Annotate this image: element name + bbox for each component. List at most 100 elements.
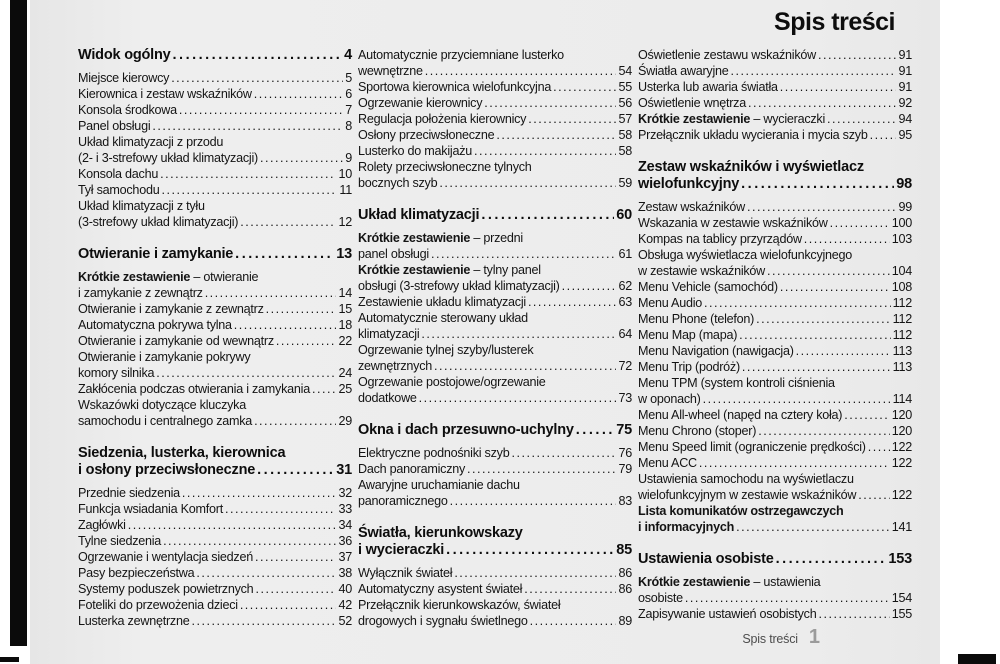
toc-entry-text: Krótkie zestawienie – wycieraczki bbox=[638, 112, 826, 126]
toc-entry-text: Ogrzewanie tylnej szyby/lusterek bbox=[358, 343, 534, 357]
toc-entry-text: Lista komunikatów ostrzegawczych bbox=[638, 504, 844, 518]
toc-entry-text: Osłony przeciwsłoneczne bbox=[358, 128, 495, 142]
scan-artifact-bottom-left bbox=[0, 657, 19, 662]
dot-leader bbox=[163, 533, 336, 549]
dot-leader bbox=[776, 551, 887, 568]
dot-leader bbox=[731, 63, 897, 79]
toc-entry-text: (3-strefowy układ klimatyzacji) bbox=[78, 215, 239, 229]
dot-leader bbox=[747, 199, 896, 215]
dot-leader bbox=[467, 461, 616, 477]
toc-entry: Automatyczna pokrywa tylna 18 bbox=[78, 317, 352, 333]
toc-entry: Automatycznie przyciemniane lusterko wewn… bbox=[358, 47, 632, 79]
toc-entry: Zapisywanie ustawień osobistych 155 bbox=[638, 606, 912, 622]
toc-entry-text: Tylne siedzenia bbox=[78, 534, 162, 548]
dot-leader bbox=[796, 343, 891, 359]
page-number: 60 bbox=[616, 207, 632, 223]
toc-entry-text: (2- i 3-strefowy układ klimatyzacji) bbox=[78, 151, 258, 165]
toc-entry: Krótkie zestawienie – ustawienia osobiste… bbox=[638, 574, 912, 606]
toc-entry: Menu Trip (podróż) 113 bbox=[638, 359, 912, 375]
toc-entry-text: Lusterka zewnętrzne bbox=[78, 614, 190, 628]
toc-entry: Menu TPM (system kontroli ciśnienia w opo… bbox=[638, 375, 912, 407]
page-number: 112 bbox=[892, 312, 913, 326]
toc-entry: Zestaw wskaźników 99 bbox=[638, 199, 912, 215]
toc-entry: Menu Phone (telefon) 112 bbox=[638, 311, 912, 327]
toc-entry-text: Menu ACC bbox=[638, 456, 697, 470]
toc-entry: Światła awaryjne 91 bbox=[638, 63, 912, 79]
dot-leader bbox=[511, 445, 616, 461]
toc-entry: Systemy poduszek powietrznych 40 bbox=[78, 581, 352, 597]
toc-entry-text: Usterka lub awaria światła bbox=[638, 80, 778, 94]
page-number: 25 bbox=[338, 382, 352, 396]
dot-leader bbox=[484, 95, 616, 111]
toc-entry-text: Regulacja położenia kierownicy bbox=[358, 112, 527, 126]
toc-entry: Miejsce kierowcy 5 bbox=[78, 70, 352, 86]
toc-entry-text: Konsola dachu bbox=[78, 167, 159, 181]
page-number: 64 bbox=[618, 327, 632, 341]
dot-leader bbox=[431, 246, 617, 262]
scan-artifact-bottom-right bbox=[958, 654, 996, 664]
page-number: 108 bbox=[891, 280, 913, 294]
toc-entry: Ogrzewanie tylnej szyby/lusterek zewnętrz… bbox=[358, 342, 632, 374]
page-number: 91 bbox=[898, 80, 912, 94]
toc-entry: Ogrzewanie postojowe/ogrzewanie dodatkowe… bbox=[358, 374, 632, 406]
toc-entry-text: Otwieranie i zamykanie z zewnątrz bbox=[78, 302, 264, 316]
dot-leader bbox=[255, 549, 337, 565]
dot-leader bbox=[741, 176, 894, 193]
toc-entry-text: Krótkie zestawienie – tylny panel bbox=[358, 263, 541, 277]
toc-entry-text: Otwieranie i zamykanie pokrywy bbox=[78, 350, 251, 364]
page-number: 7 bbox=[345, 103, 352, 117]
toc-entry: Ustawienia samochodu na wyświetlaczu wiel… bbox=[638, 471, 912, 503]
dot-leader bbox=[496, 127, 616, 143]
page-number: 98 bbox=[896, 176, 912, 192]
page-number: 55 bbox=[618, 80, 632, 94]
toc-entry: Usterka lub awaria światła 91 bbox=[638, 79, 912, 95]
page-number: 14 bbox=[338, 286, 352, 300]
toc-entry: Otwieranie i zamykanie z zewnątrz 15 bbox=[78, 301, 352, 317]
page-number: 15 bbox=[338, 302, 352, 316]
toc-entry-text: Światła awaryjne bbox=[638, 64, 729, 78]
toc-entry: Funkcja wsiadania Komfort 33 bbox=[78, 501, 352, 517]
toc-entry: Przełącznik kierunkowskazów, świateł drog… bbox=[358, 597, 632, 629]
page-number: 89 bbox=[618, 614, 632, 628]
dot-leader bbox=[234, 317, 337, 333]
toc-entry-text: samochodu i centralnego zamka bbox=[78, 414, 253, 428]
page-number: 94 bbox=[898, 112, 912, 126]
toc-column: Automatycznie przyciemniane lusterko wewn… bbox=[358, 47, 632, 629]
toc-entry-text: Ogrzewanie postojowe/ogrzewanie bbox=[358, 375, 546, 389]
page-number: 59 bbox=[618, 176, 632, 190]
dot-leader bbox=[156, 365, 336, 381]
page-number: 38 bbox=[338, 566, 352, 580]
dot-leader bbox=[454, 565, 616, 581]
toc-entry: Zakłócenia podczas otwierania i zamykani… bbox=[78, 381, 352, 397]
page-number: 6 bbox=[345, 87, 352, 101]
dot-leader bbox=[240, 214, 336, 230]
page-number: 83 bbox=[618, 494, 632, 508]
toc-entry-text: wewnętrzne bbox=[358, 64, 423, 78]
toc-section-heading: Zestaw wskaźników i wyświetlacz wielofunk… bbox=[638, 159, 912, 193]
toc-entry-text: klimatyzacji bbox=[358, 327, 420, 341]
toc-entry-text: Układ klimatyzacji bbox=[358, 207, 480, 223]
toc-entry-text: Widok ogólny bbox=[78, 47, 171, 63]
dot-leader bbox=[528, 294, 617, 310]
toc-entry-text: Układ klimatyzacji z tyłu bbox=[78, 199, 205, 213]
dot-leader bbox=[152, 118, 343, 134]
toc-entry-text: Menu TPM (system kontroli ciśnienia bbox=[638, 376, 835, 390]
page-number: 86 bbox=[618, 582, 632, 596]
toc-entry: Tylne siedzenia 36 bbox=[78, 533, 352, 549]
dot-leader bbox=[266, 301, 337, 317]
toc-entry-text: Siedzenia, lusterka, kierownica bbox=[78, 445, 286, 461]
dot-leader bbox=[205, 285, 337, 301]
toc-entry-text: Oświetlenie zestawu wskaźników bbox=[638, 48, 816, 62]
toc-entry: Menu Speed limit (ograniczenie prędkości… bbox=[638, 439, 912, 455]
toc-entry-text: zewnętrznych bbox=[358, 359, 432, 373]
toc-entry: Ogrzewanie kierownicy 56 bbox=[358, 95, 632, 111]
page-number: 13 bbox=[336, 246, 352, 262]
dot-leader bbox=[528, 111, 616, 127]
dot-leader bbox=[276, 333, 337, 349]
toc-entry-text: Krótkie zestawienie – przedni bbox=[358, 231, 523, 245]
toc-entry: Konsola środkowa 7 bbox=[78, 102, 352, 118]
toc-entry-text: Układ klimatyzacji z przodu bbox=[78, 135, 224, 149]
dot-leader bbox=[576, 422, 614, 439]
toc-entry: Wskazania w zestawie wskaźników 100 bbox=[638, 215, 912, 231]
toc-column: Oświetlenie zestawu wskaźników91Światła … bbox=[638, 47, 912, 629]
